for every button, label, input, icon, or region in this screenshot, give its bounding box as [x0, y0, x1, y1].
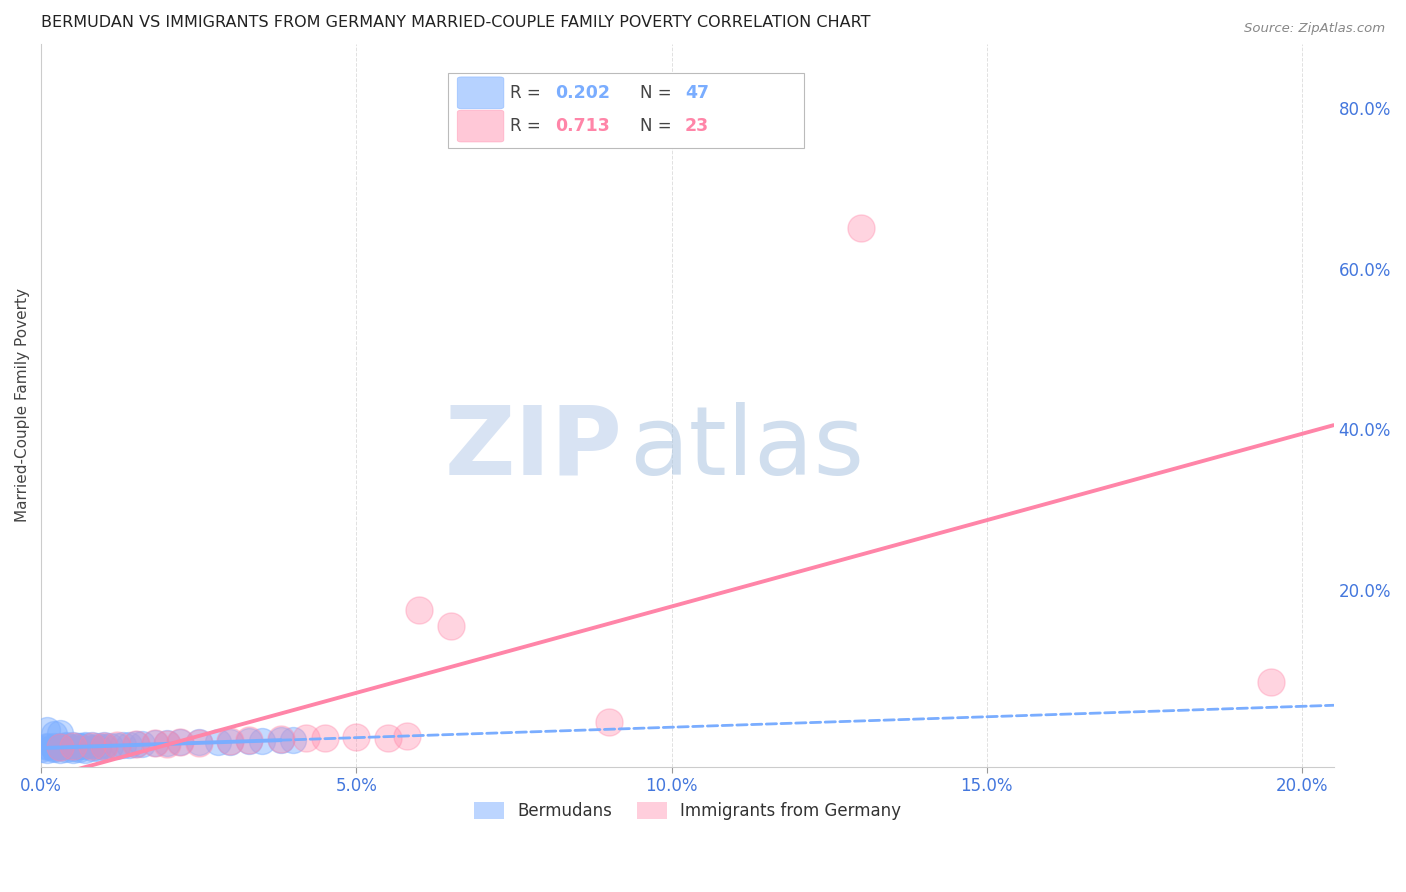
- Point: [100, 739, 122, 754]
- Point: [105, 739, 128, 753]
- Point: [125, 737, 148, 751]
- Text: 0.713: 0.713: [555, 117, 610, 135]
- Point: [408, 603, 430, 617]
- Point: [156, 737, 179, 751]
- Text: 47: 47: [685, 84, 709, 102]
- Y-axis label: Married-Couple Family Poverty: Married-Couple Family Poverty: [15, 288, 30, 522]
- Point: [295, 731, 318, 746]
- Text: 23: 23: [685, 117, 709, 135]
- Point: [395, 729, 418, 743]
- Legend: Bermudans, Immigrants from Germany: Bermudans, Immigrants from Germany: [467, 796, 908, 827]
- Point: [131, 737, 153, 751]
- Point: [49, 740, 72, 755]
- Point: [37, 740, 59, 755]
- Point: [62, 739, 84, 754]
- Point: [187, 735, 209, 749]
- FancyBboxPatch shape: [457, 77, 503, 109]
- Point: [377, 731, 399, 745]
- Point: [62, 738, 84, 752]
- Text: R =: R =: [510, 84, 547, 102]
- Point: [55, 738, 77, 752]
- Point: [219, 734, 242, 748]
- Point: [250, 734, 273, 748]
- Text: BERMUDAN VS IMMIGRANTS FROM GERMANY MARRIED-COUPLE FAMILY POVERTY CORRELATION CH: BERMUDAN VS IMMIGRANTS FROM GERMANY MARR…: [41, 15, 870, 30]
- Point: [42, 739, 65, 753]
- Point: [42, 741, 65, 756]
- Point: [37, 723, 59, 738]
- Point: [270, 733, 292, 747]
- Point: [37, 743, 59, 757]
- Point: [67, 739, 90, 754]
- Point: [80, 738, 103, 752]
- Point: [49, 739, 72, 753]
- Point: [37, 739, 59, 753]
- Point: [93, 740, 115, 755]
- Point: [238, 733, 260, 747]
- Point: [93, 738, 115, 752]
- Point: [80, 739, 103, 754]
- Point: [75, 738, 97, 752]
- Point: [93, 739, 115, 753]
- Point: [143, 736, 166, 750]
- Text: R =: R =: [510, 117, 547, 135]
- Point: [143, 736, 166, 750]
- Point: [344, 730, 367, 744]
- Point: [125, 737, 148, 751]
- Text: atlas: atlas: [630, 402, 865, 495]
- Point: [156, 736, 179, 750]
- Point: [1260, 675, 1282, 690]
- FancyBboxPatch shape: [449, 72, 804, 148]
- Point: [169, 735, 191, 749]
- Point: [87, 739, 110, 753]
- Point: [118, 738, 141, 752]
- Point: [55, 742, 77, 756]
- Point: [598, 715, 620, 730]
- Point: [169, 735, 191, 749]
- Point: [49, 743, 72, 757]
- Point: [283, 733, 305, 747]
- Text: N =: N =: [640, 117, 676, 135]
- Point: [67, 742, 90, 756]
- Point: [75, 739, 97, 754]
- Point: [67, 739, 90, 753]
- Point: [80, 741, 103, 756]
- Text: N =: N =: [640, 84, 676, 102]
- Point: [42, 742, 65, 756]
- Text: ZIP: ZIP: [444, 402, 623, 495]
- Point: [62, 743, 84, 757]
- Point: [238, 734, 260, 748]
- Point: [219, 734, 242, 748]
- Point: [112, 738, 135, 752]
- Point: [314, 731, 336, 745]
- Point: [849, 221, 872, 235]
- Point: [62, 741, 84, 756]
- Text: Source: ZipAtlas.com: Source: ZipAtlas.com: [1244, 22, 1385, 36]
- Text: 0.202: 0.202: [555, 84, 610, 102]
- FancyBboxPatch shape: [457, 111, 503, 142]
- Point: [207, 734, 229, 748]
- Point: [187, 736, 209, 750]
- Point: [42, 727, 65, 741]
- Point: [105, 738, 128, 752]
- Point: [440, 619, 463, 633]
- Point: [30, 742, 52, 756]
- Point: [55, 739, 77, 754]
- Point: [75, 742, 97, 756]
- Point: [87, 741, 110, 756]
- Point: [49, 740, 72, 755]
- Point: [49, 726, 72, 740]
- Point: [270, 732, 292, 747]
